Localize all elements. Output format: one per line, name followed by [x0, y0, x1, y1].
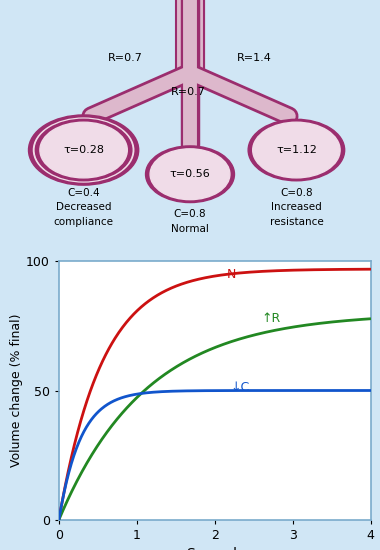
X-axis label: Seconds: Seconds [186, 547, 244, 550]
Polygon shape [176, 0, 204, 73]
Circle shape [248, 119, 345, 181]
Text: N: N [226, 268, 236, 280]
Text: R=1.4: R=1.4 [237, 53, 272, 63]
Text: C=0.8: C=0.8 [174, 210, 206, 219]
Circle shape [35, 119, 132, 181]
Circle shape [40, 122, 127, 178]
Text: compliance: compliance [54, 217, 114, 227]
Text: R=0.7: R=0.7 [108, 53, 143, 63]
Circle shape [253, 122, 340, 178]
Text: C=0.8: C=0.8 [280, 188, 313, 197]
Circle shape [150, 149, 230, 200]
Y-axis label: Volume change (% final): Volume change (% final) [10, 314, 23, 468]
Text: Decreased: Decreased [56, 202, 111, 212]
Circle shape [33, 118, 134, 182]
Text: τ=0.28: τ=0.28 [63, 145, 104, 155]
Text: resistance: resistance [269, 217, 323, 227]
Text: ↑R: ↑R [261, 312, 281, 324]
Text: τ=1.12: τ=1.12 [276, 145, 317, 155]
Circle shape [146, 146, 234, 202]
Circle shape [28, 115, 139, 185]
Text: Increased: Increased [271, 202, 322, 212]
Text: C=0.4: C=0.4 [67, 188, 100, 197]
Text: ↓C: ↓C [230, 381, 250, 394]
Text: Normal: Normal [171, 224, 209, 234]
Text: R=0.7: R=0.7 [171, 87, 206, 97]
Text: τ=0.56: τ=0.56 [169, 169, 211, 179]
